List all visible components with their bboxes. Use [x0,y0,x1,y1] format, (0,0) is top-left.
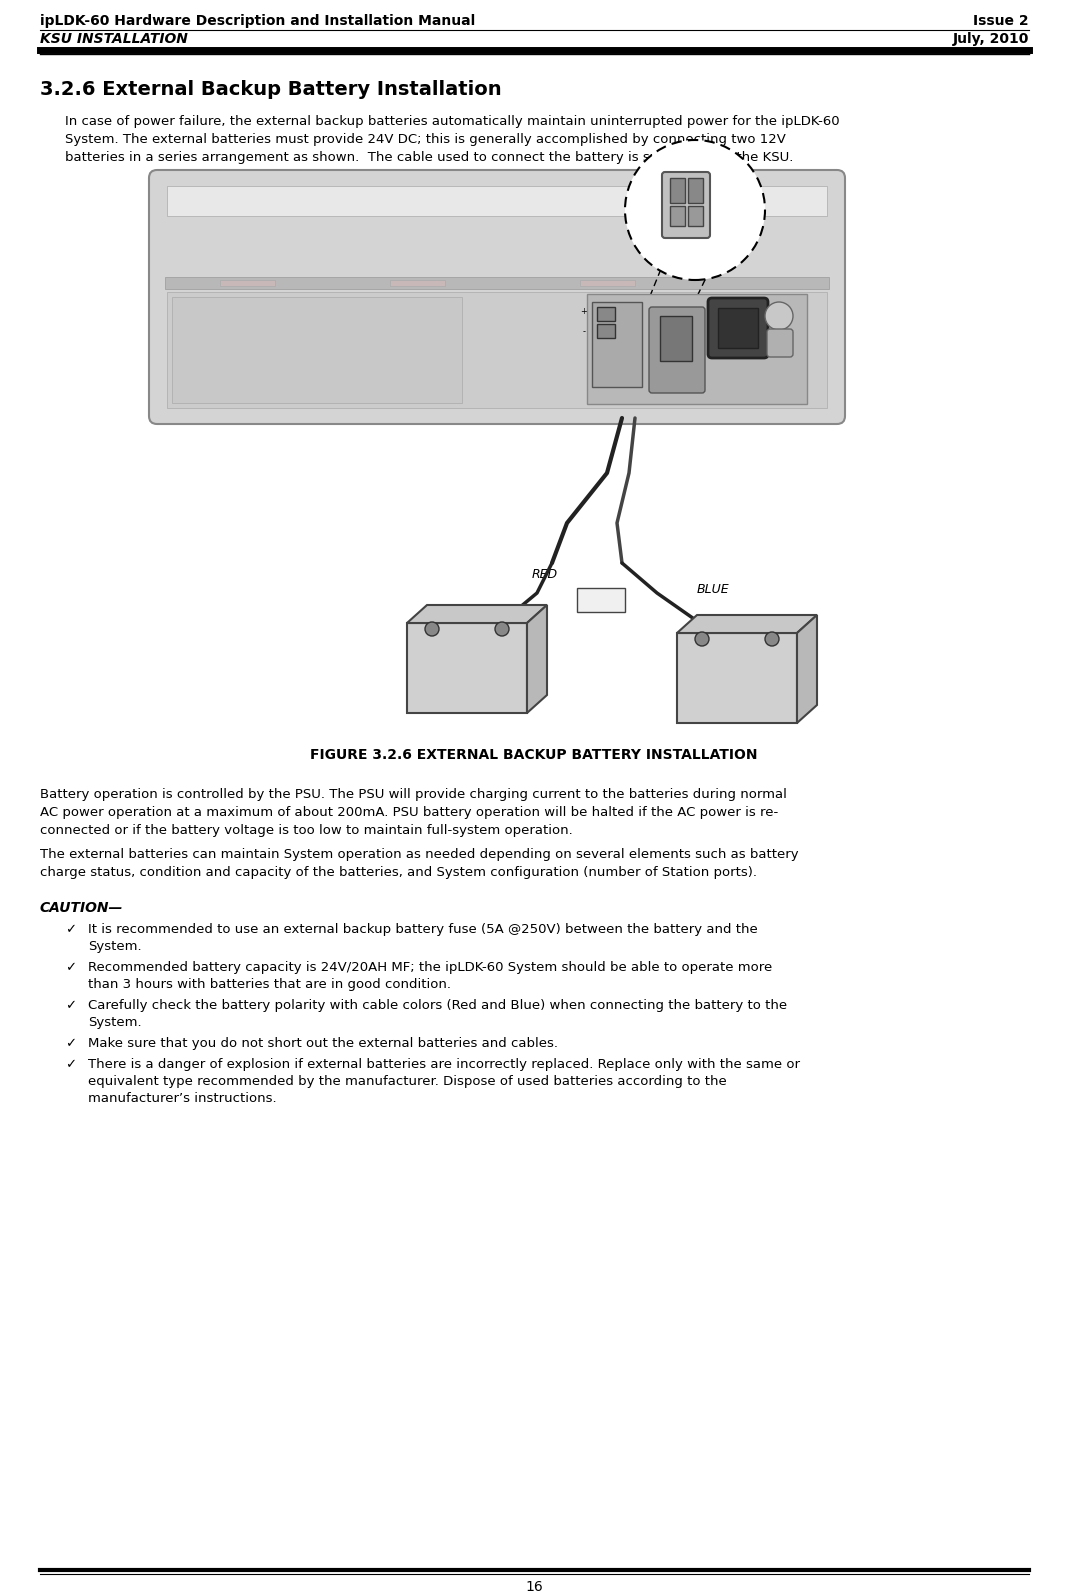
Text: System.: System. [88,939,141,952]
Text: than 3 hours with batteries that are in good condition.: than 3 hours with batteries that are in … [88,978,451,990]
FancyBboxPatch shape [149,171,845,424]
Text: System.: System. [88,1016,141,1029]
Polygon shape [527,605,547,713]
Text: 16: 16 [525,1581,543,1593]
Text: Battery: Battery [715,665,759,678]
Text: ON: ON [654,306,665,313]
Polygon shape [797,616,817,723]
Text: 12V: 12V [724,681,750,694]
Bar [718,308,758,348]
Text: 3.2.6 External Backup Battery Installation: 3.2.6 External Backup Battery Installati… [40,80,501,99]
Bar [167,187,827,215]
Text: AC power operation at a maximum of about 200mA. PSU battery operation will be ha: AC power operation at a maximum of about… [40,805,778,818]
Circle shape [495,622,509,636]
Bar [597,324,615,338]
Text: ✓: ✓ [65,1057,76,1070]
Bar [587,293,807,404]
Bar [592,301,642,388]
FancyBboxPatch shape [662,172,710,238]
Text: charge status, condition and capacity of the batteries, and System configuration: charge status, condition and capacity of… [40,866,757,879]
Text: There is a danger of explosion if external batteries are incorrectly replaced. R: There is a danger of explosion if extern… [88,1057,800,1070]
Text: 24V DC: 24V DC [594,337,618,341]
Text: FIGURE 3.2.6 EXTERNAL BACKUP BATTERY INSTALLATION: FIGURE 3.2.6 EXTERNAL BACKUP BATTERY INS… [310,748,758,762]
Text: batteries in a series arrangement as shown.  The cable used to connect the batte: batteries in a series arrangement as sho… [65,152,793,164]
Text: ✓: ✓ [65,924,76,936]
Bar [688,206,703,226]
Text: RED: RED [532,568,558,581]
Text: POWER: POWER [657,298,682,305]
Bar [677,633,797,723]
Text: AC  INPUT: AC INPUT [721,357,756,364]
Text: connected or if the battery voltage is too low to maintain full-system operation: connected or if the battery voltage is t… [40,825,573,837]
Text: Issue 2: Issue 2 [974,14,1029,29]
Text: -: - [583,327,586,337]
Bar [390,281,445,286]
FancyBboxPatch shape [649,306,704,392]
Text: ✓: ✓ [65,998,76,1011]
Text: ✓: ✓ [65,1037,76,1050]
Text: +: + [410,625,420,636]
Polygon shape [407,605,547,624]
Text: Recommended battery capacity is 24V/20AH MF; the ipLDK-60 System should be able : Recommended battery capacity is 24V/20AH… [88,962,772,975]
Bar [670,206,685,226]
Text: July, 2010: July, 2010 [952,32,1029,46]
Circle shape [765,632,779,646]
Circle shape [625,140,765,281]
Circle shape [695,632,709,646]
Text: In case of power failure, the external backup batteries automatically maintain u: In case of power failure, the external b… [65,115,839,128]
Bar [688,179,703,203]
Text: Make sure that you do not short out the external batteries and cables.: Make sure that you do not short out the … [88,1037,558,1050]
Text: The external batteries can maintain System operation as needed depending on seve: The external batteries can maintain Syst… [40,849,799,861]
Bar [577,589,625,612]
Text: Battery operation is controlled by the PSU. The PSU will provide charging curren: Battery operation is controlled by the P… [40,788,787,801]
Text: Battery: Battery [445,654,489,667]
Bar [165,278,828,289]
Text: Fuse: Fuse [589,595,613,605]
Text: BLUE: BLUE [697,584,730,597]
Text: KSU INSTALLATION: KSU INSTALLATION [40,32,188,46]
Bar [167,292,827,408]
Text: BATT: BATT [594,293,611,300]
Bar [407,624,527,713]
Bar [162,183,843,423]
FancyBboxPatch shape [708,298,768,357]
Bar [580,281,635,286]
Text: equivalent type recommended by the manufacturer. Dispose of used batteries accor: equivalent type recommended by the manuf… [88,1075,727,1088]
Bar [670,179,685,203]
Text: OFF: OFF [673,306,687,313]
Text: Carefully check the battery polarity with cable colors (Red and Blue) when conne: Carefully check the battery polarity wit… [88,998,787,1011]
Bar [660,316,692,360]
Text: 12V: 12V [453,671,481,684]
Circle shape [425,622,439,636]
Bar [597,306,615,321]
Text: +: + [680,636,690,646]
Bar [220,281,275,286]
Text: +: + [580,308,588,316]
Polygon shape [677,616,817,633]
Circle shape [765,301,793,330]
FancyBboxPatch shape [766,329,793,357]
Text: ✓: ✓ [65,962,76,975]
Text: CAUTION—: CAUTION— [40,901,123,916]
Bar [172,297,462,404]
Text: ipLDK-60 Hardware Description and Installation Manual: ipLDK-60 Hardware Description and Instal… [40,14,476,29]
Text: It is recommended to use an external backup battery fuse (5A @250V) between the : It is recommended to use an external bac… [88,924,758,936]
Text: manufacturer’s instructions.: manufacturer’s instructions. [88,1093,277,1105]
Text: System. The external batteries must provide 24V DC; this is generally accomplish: System. The external batteries must prov… [65,132,786,147]
